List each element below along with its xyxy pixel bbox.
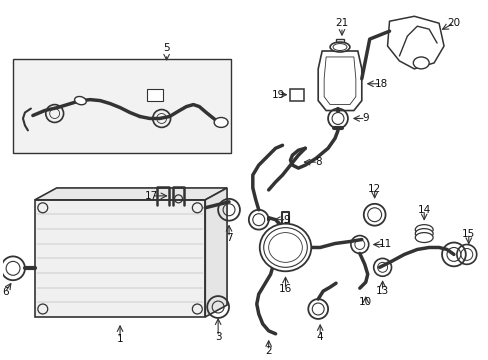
Ellipse shape	[414, 225, 432, 235]
Text: 18: 18	[374, 79, 387, 89]
Text: 4: 4	[316, 332, 323, 342]
Text: 3: 3	[214, 332, 221, 342]
Text: 19: 19	[271, 90, 285, 100]
Ellipse shape	[412, 57, 428, 69]
Ellipse shape	[414, 233, 432, 243]
Polygon shape	[205, 188, 226, 317]
Bar	[335, 39, 343, 47]
Text: 20: 20	[447, 18, 460, 28]
Text: 14: 14	[417, 205, 430, 215]
Text: 9: 9	[362, 113, 368, 123]
Text: 5: 5	[163, 43, 170, 53]
Polygon shape	[387, 16, 443, 69]
Text: 8: 8	[314, 157, 321, 167]
Ellipse shape	[75, 96, 86, 105]
Text: 16: 16	[278, 284, 291, 294]
Text: 11: 11	[378, 239, 391, 249]
Ellipse shape	[214, 117, 227, 127]
Text: 10: 10	[359, 297, 371, 307]
Text: 6: 6	[2, 287, 8, 297]
Ellipse shape	[414, 229, 432, 239]
Bar	[13, 59, 230, 153]
Polygon shape	[318, 51, 361, 111]
Text: 7: 7	[225, 233, 232, 243]
Text: 9: 9	[283, 215, 289, 225]
Text: 2: 2	[265, 346, 271, 356]
Text: 17: 17	[145, 191, 158, 201]
Ellipse shape	[329, 42, 349, 52]
Text: 21: 21	[335, 18, 348, 28]
Bar	[290, 89, 304, 100]
Text: 12: 12	[367, 184, 381, 194]
Text: 15: 15	[461, 229, 474, 239]
Polygon shape	[35, 200, 205, 317]
Ellipse shape	[259, 224, 311, 271]
Text: 1: 1	[117, 334, 123, 344]
Text: 13: 13	[375, 286, 388, 296]
Polygon shape	[35, 188, 226, 200]
Bar	[146, 89, 163, 100]
